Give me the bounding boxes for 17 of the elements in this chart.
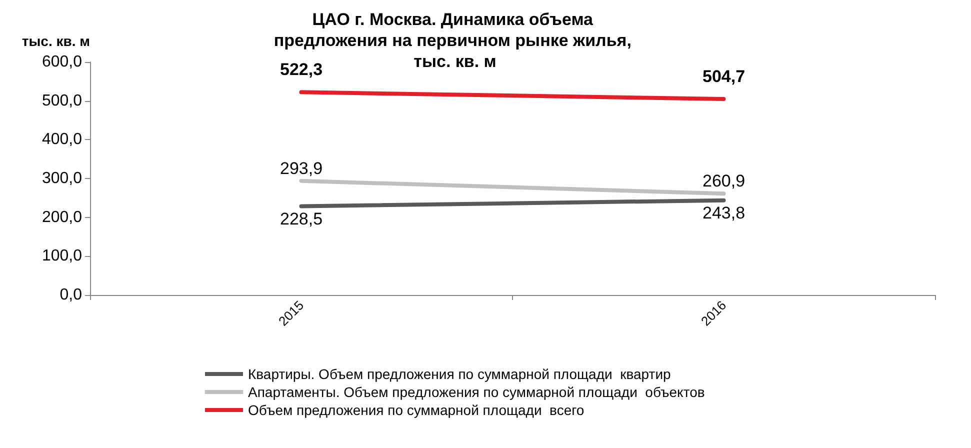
- data-label: 243,8: [702, 203, 746, 222]
- y-axis-title: тыс. кв. м: [22, 33, 90, 49]
- y-tick-label: 300,0: [42, 170, 82, 187]
- y-tick-label: 0,0: [60, 286, 82, 304]
- y-tick-label: 500,0: [42, 92, 82, 110]
- legend-label: Квартиры. Объем предложения по суммарной площади квартир: [248, 366, 672, 382]
- data-label: 260,9: [702, 172, 746, 191]
- data-label: 293,9: [280, 158, 323, 178]
- data-label: 522,3: [280, 60, 323, 80]
- legend-label: Объем предложения по суммарной площади всего: [248, 402, 584, 418]
- data-label: 504,7: [702, 67, 746, 86]
- y-tick-label: 600,0: [42, 54, 82, 70]
- data-label: 228,5: [280, 209, 323, 228]
- y-tick-label: 100,0: [42, 248, 82, 265]
- y-tick-label: 200,0: [42, 208, 82, 226]
- legend-label: Апартаменты. Объем предложения по суммарной площади объектов: [248, 384, 705, 400]
- y-tick-label: 400,0: [42, 131, 82, 148]
